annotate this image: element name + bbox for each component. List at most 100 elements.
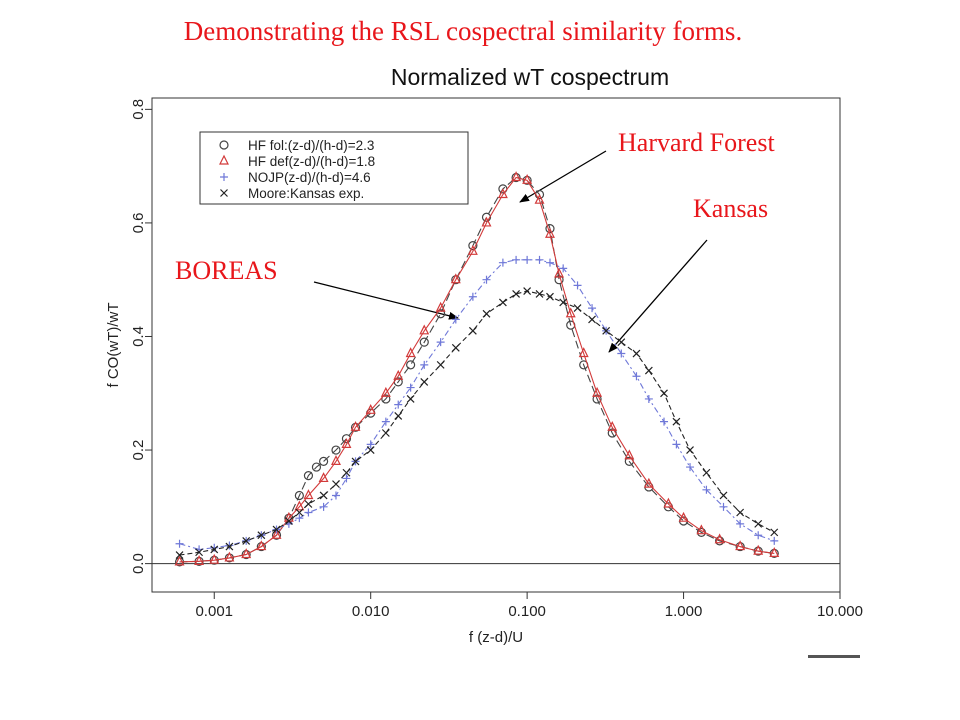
data-point	[592, 394, 602, 404]
data-point	[754, 531, 763, 540]
legend-label: HF def(z-d)/(h-d)=1.8	[248, 154, 375, 169]
data-point	[770, 536, 779, 545]
legend-marker	[219, 154, 229, 165]
data-point	[523, 255, 532, 264]
data-point	[295, 508, 304, 517]
data-point	[436, 360, 445, 369]
data-point	[535, 289, 544, 298]
data-point	[311, 462, 322, 472]
data-point	[304, 508, 313, 517]
data-point	[535, 255, 544, 264]
y-tick-label: 0.0	[130, 553, 147, 574]
data-point	[607, 420, 618, 431]
data-point	[482, 275, 491, 284]
data-point	[366, 440, 375, 449]
data-point	[702, 485, 711, 494]
data-point	[393, 369, 404, 380]
data-point	[497, 188, 508, 199]
data-point	[210, 543, 219, 552]
plot-frame	[151, 97, 841, 593]
data-point	[578, 347, 589, 358]
data-point	[225, 542, 234, 551]
data-point	[672, 440, 681, 449]
data-point	[318, 472, 329, 483]
data-point	[294, 490, 304, 501]
series-2	[175, 255, 779, 554]
data-point	[331, 491, 340, 500]
data-point	[284, 517, 293, 525]
y-tick-label: 0.8	[130, 99, 147, 120]
data-point	[332, 480, 340, 489]
data-point	[467, 244, 478, 255]
data-point	[545, 258, 554, 267]
chart-title: Normalized wT cospectrum	[390, 64, 670, 90]
slide-title: Demonstrating the RSL cospectral similar…	[183, 16, 743, 46]
data-point	[303, 470, 314, 481]
data-point	[672, 417, 681, 426]
x-tick-label: 0.001	[195, 603, 233, 620]
legend-box	[199, 131, 469, 205]
data-point	[573, 281, 582, 290]
callout-harvard-forest: Harvard Forest	[618, 128, 775, 157]
data-point	[511, 171, 522, 182]
data-point	[319, 502, 328, 511]
data-point	[365, 403, 376, 414]
data-point	[435, 301, 446, 312]
data-point	[351, 457, 360, 466]
data-point	[420, 360, 429, 369]
legend-label: Moore:Kansas exp.	[248, 186, 364, 201]
data-point	[592, 386, 603, 397]
series-line	[179, 176, 775, 563]
footer-mark	[808, 655, 860, 658]
data-point	[559, 298, 568, 307]
data-point	[696, 524, 707, 535]
data-point	[588, 304, 597, 313]
data-point	[545, 227, 555, 238]
data-point	[210, 545, 219, 554]
chart-series	[174, 171, 780, 567]
data-point	[225, 541, 234, 550]
data-point	[559, 264, 568, 273]
series-1	[174, 171, 780, 566]
data-point	[295, 514, 304, 523]
data-point	[482, 309, 491, 318]
data-point	[194, 554, 205, 565]
x-tick-label: 0.100	[508, 603, 546, 620]
data-point	[663, 497, 674, 508]
data-point	[341, 434, 352, 444]
data-point	[719, 491, 728, 500]
data-point	[241, 548, 252, 559]
y-tick-label: 0.4	[130, 326, 147, 347]
data-point	[546, 292, 554, 301]
data-point	[736, 519, 745, 528]
data-point	[224, 551, 235, 562]
legend-marker	[220, 173, 228, 181]
data-point	[195, 548, 204, 557]
x-tick-label: 0.010	[352, 603, 390, 620]
data-point	[272, 525, 281, 534]
data-point	[481, 212, 492, 222]
data-point	[342, 474, 351, 483]
x-tick-label: 10.000	[817, 603, 863, 620]
data-point	[565, 307, 576, 318]
data-point	[406, 360, 416, 370]
data-point	[643, 477, 654, 488]
data-point	[419, 324, 430, 335]
data-point	[602, 326, 611, 335]
data-point	[350, 420, 361, 431]
data-point	[318, 456, 329, 467]
data-point	[753, 544, 764, 555]
data-point	[498, 258, 507, 267]
x-tick-label: 1.000	[665, 603, 703, 620]
data-point	[498, 298, 507, 307]
legend-marker	[219, 140, 229, 150]
data-point	[256, 540, 267, 551]
series-0	[174, 172, 779, 567]
data-point	[366, 446, 375, 454]
data-point	[522, 173, 533, 184]
data-point	[303, 489, 314, 500]
data-point	[660, 417, 669, 426]
arrow-harvard-forest	[519, 150, 607, 203]
data-point	[341, 438, 352, 448]
